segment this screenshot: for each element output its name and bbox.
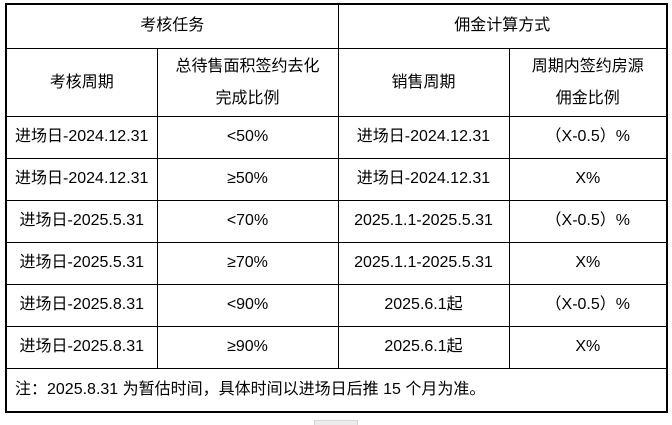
assessment-period-cell: 进场日-2025.5.31 xyxy=(5,200,158,243)
sales-period-cell: 2025.1.1-2025.5.31 xyxy=(337,242,510,285)
table-row: 进场日-2025.5.31 <70% 2025.1.1-2025.5.31 （X-0.… xyxy=(5,200,668,243)
assessment-period-cell: 进场日-2024.12.31 xyxy=(5,116,158,159)
sales-period-cell: 2025.6.1起 xyxy=(337,326,510,369)
column-header-commission-rate: 周期内签约房源 佣金比例 xyxy=(508,48,668,117)
completion-ratio-cell: <50% xyxy=(156,116,339,159)
sales-period-cell: 2025.6.1起 xyxy=(337,284,510,327)
completion-ratio-cell: ≥90% xyxy=(156,326,339,369)
column-header-row: 考核周期 总待售面积签约去化 完成比例 销售周期 周期内签约房源 佣金比例 xyxy=(5,48,668,117)
table-row: 进场日-2025.8.31 ≥90% 2025.6.1起 X% xyxy=(5,326,668,369)
header-line: 总待售面积签约去化 xyxy=(175,57,320,75)
table-row: 进场日-2024.12.31 ≥50% 进场日-2024.12.31 X% xyxy=(5,158,668,201)
commission-assessment-table: 考核任务 佣金计算方式 考核周期 总待售面积签约去化 完成比例 销售周期 周期内… xyxy=(5,3,669,413)
commission-rate-cell: （X-0.5）% xyxy=(508,200,668,243)
commission-rate-cell: X% xyxy=(508,326,668,369)
header-line: 完成比例 xyxy=(215,89,280,107)
sales-period-cell: 进场日-2024.12.31 xyxy=(337,158,510,201)
commission-rate-cell: （X-0.5）% xyxy=(508,284,668,327)
header-line: 佣金比例 xyxy=(555,89,620,107)
note-row: 注：2025.8.31 为暂估时间，具体时间以进场日后推 15 个月为准。 xyxy=(5,368,668,413)
group-header-row: 考核任务 佣金计算方式 xyxy=(5,3,668,49)
table-note: 注：2025.8.31 为暂估时间，具体时间以进场日后推 15 个月为准。 xyxy=(5,368,668,413)
completion-ratio-cell: ≥70% xyxy=(156,242,339,285)
commission-rate-cell: X% xyxy=(508,158,668,201)
horizontal-scrollbar-thumb[interactable] xyxy=(314,420,358,425)
sales-period-cell: 2025.1.1-2025.5.31 xyxy=(337,200,510,243)
group-header-assessment-task: 考核任务 xyxy=(5,3,339,49)
assessment-period-cell: 进场日-2024.12.31 xyxy=(5,158,158,201)
table-row: 进场日-2025.8.31 <90% 2025.6.1起 （X-0.5）% xyxy=(5,284,668,327)
column-header-completion-ratio: 总待售面积签约去化 完成比例 xyxy=(156,48,339,117)
completion-ratio-cell: <90% xyxy=(156,284,339,327)
assessment-period-cell: 进场日-2025.5.31 xyxy=(5,242,158,285)
table-body: 进场日-2024.12.31 <50% 进场日-2024.12.31 （X-0.5）%… xyxy=(5,116,668,369)
completion-ratio-cell: <70% xyxy=(156,200,339,243)
table-row: 进场日-2024.12.31 <50% 进场日-2024.12.31 （X-0.5）% xyxy=(5,116,668,159)
commission-rate-cell: X% xyxy=(508,242,668,285)
column-header-assessment-period: 考核周期 xyxy=(5,48,158,117)
commission-rate-cell: （X-0.5）% xyxy=(508,116,668,159)
assessment-period-cell: 进场日-2025.8.31 xyxy=(5,284,158,327)
completion-ratio-cell: ≥50% xyxy=(156,158,339,201)
column-header-sales-period: 销售周期 xyxy=(337,48,510,117)
header-line: 周期内签约房源 xyxy=(531,57,644,75)
group-header-commission-method: 佣金计算方式 xyxy=(337,3,668,49)
header-line: 考核周期 xyxy=(49,73,114,91)
sales-period-cell: 进场日-2024.12.31 xyxy=(337,116,510,159)
assessment-period-cell: 进场日-2025.8.31 xyxy=(5,326,158,369)
header-line: 销售周期 xyxy=(391,73,456,91)
table-row: 进场日-2025.5.31 ≥70% 2025.1.1-2025.5.31 X% xyxy=(5,242,668,285)
